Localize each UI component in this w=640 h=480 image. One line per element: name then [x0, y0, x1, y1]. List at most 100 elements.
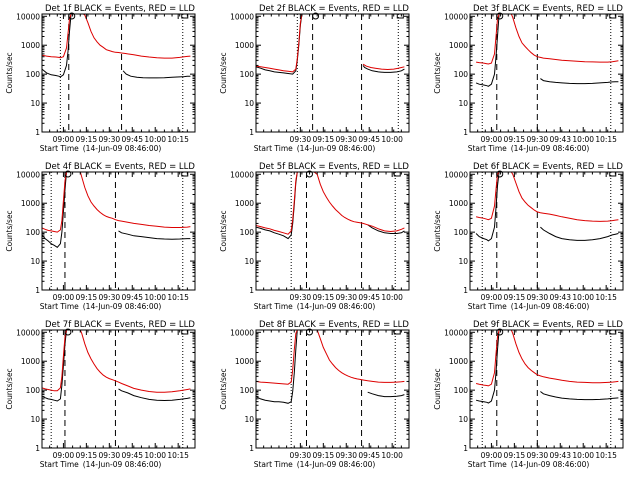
x-axis-label: Start Time (14-Jun-09 08:46:00) — [254, 144, 376, 153]
x-tick-label: 10:00 — [572, 135, 594, 144]
x-tick-label: 09:15 — [76, 135, 98, 144]
y-tick-label: 10 — [458, 99, 468, 108]
y-axis-label: Counts/sec — [433, 368, 442, 409]
x-tick-label: 09:00 — [481, 135, 503, 144]
y-tick-label: 100 — [26, 386, 41, 395]
y-tick-label: 10000 — [444, 12, 468, 21]
y-axis-label: Counts/sec — [5, 210, 14, 251]
x-tick-label: 09:15 — [504, 135, 526, 144]
x-label-prefix: Start Time — [468, 460, 507, 469]
panel-title: Det 3f BLACK = Events, RED = LLD — [473, 4, 623, 14]
y-tick-label: 10 — [244, 99, 254, 108]
peak-marker — [305, 328, 313, 336]
y-tick-label: 100 — [26, 228, 41, 237]
peak-marker — [496, 170, 504, 178]
x-axis-label: Start Time (14-Jun-09 08:46:00) — [40, 302, 162, 311]
x-tick-label: 09:00 — [53, 293, 75, 302]
panel-title: Det 7f BLACK = Events, RED = LLD — [45, 320, 195, 330]
x-tick-label: 10:15 — [595, 293, 617, 302]
x-tick-label: 09:30 — [335, 293, 357, 302]
x-label-prefix: Start Time — [254, 302, 293, 311]
x-label-prefix: Start Time — [468, 302, 507, 311]
y-tick-label: 1 — [35, 444, 40, 453]
y-tick-label: 10000 — [16, 12, 40, 21]
series-line-events — [256, 14, 405, 75]
x-label-start-time: (14-Jun-09 08:46:00) — [83, 460, 162, 469]
x-tick-label: 10:15 — [595, 135, 617, 144]
x-tick-label: 09:15 — [504, 293, 526, 302]
panel-title: Det 2f BLACK = Events, RED = LLD — [259, 4, 409, 14]
x-tick-label: 09:30 — [99, 293, 121, 302]
x-axis-label: Start Time (14-Jun-09 08:46:00) — [468, 460, 590, 469]
series-line-events — [256, 330, 405, 404]
peak-marker — [312, 12, 320, 20]
x-label-start-time: (14-Jun-09 08:46:00) — [83, 302, 162, 311]
plot-frame — [469, 329, 624, 449]
series-line-lld — [256, 14, 405, 73]
y-tick-label: 10000 — [444, 170, 468, 179]
x-tick-label: 09:45 — [121, 293, 143, 302]
x-tick-label: 09:30 — [99, 451, 121, 460]
x-tick-label: 10:00 — [144, 293, 166, 302]
x-tick-label: 09:45 — [358, 293, 380, 302]
x-tick-label: 09:15 — [76, 293, 98, 302]
series-line-events — [42, 172, 191, 248]
y-tick-label: 1000 — [235, 357, 254, 366]
x-tick-label: 09:45 — [121, 135, 143, 144]
y-tick-label: 100 — [454, 386, 469, 395]
series-line-events — [475, 330, 619, 404]
y-tick-label: 1000 — [449, 357, 468, 366]
x-label-start-time: (14-Jun-09 08:46:00) — [511, 302, 590, 311]
peak-marker — [496, 328, 504, 336]
y-axis-label: Counts/sec — [5, 52, 14, 93]
panel-det-9: Det 9f BLACK = Events, RED = LLD 1 10 100 10… — [433, 320, 624, 469]
panel-det-7: Det 7f BLACK = Events, RED = LLD 1 10 100 10… — [5, 320, 196, 469]
x-label-start-time: (14-Jun-09 08:46:00) — [297, 144, 376, 153]
series-line-lld — [475, 330, 619, 387]
panel-title: Det 5f BLACK = Events, RED = LLD — [259, 162, 409, 172]
plot-frame — [255, 329, 410, 449]
x-tick-label: 10:00 — [144, 135, 166, 144]
x-tick-label: 09:15 — [313, 451, 335, 460]
panel-det-5: Det 5f BLACK = Events, RED = LLD 1 10 100 10… — [219, 162, 410, 311]
x-tick-label: 09:30 — [335, 135, 357, 144]
x-label-prefix: Start Time — [40, 144, 79, 153]
y-tick-label: 10 — [458, 415, 468, 424]
x-tick-label: 09:30 — [290, 135, 312, 144]
x-axis-label: Start Time (14-Jun-09 08:46:00) — [40, 144, 162, 153]
x-tick-label: 10:15 — [595, 451, 617, 460]
y-tick-label: 100 — [240, 70, 255, 79]
x-tick-label: 10:15 — [167, 135, 189, 144]
y-tick-label: 1000 — [21, 41, 40, 50]
y-axis-label: Counts/sec — [5, 368, 14, 409]
x-axis-label: Start Time (14-Jun-09 08:46:00) — [468, 302, 590, 311]
y-tick-label: 1 — [249, 286, 254, 295]
y-tick-label: 10 — [30, 415, 40, 424]
x-tick-label: 09:15 — [313, 293, 335, 302]
y-tick-label: 1 — [249, 444, 254, 453]
x-tick-label: 10:00 — [381, 451, 403, 460]
x-tick-label: 10:00 — [144, 451, 166, 460]
x-tick-label: 10:00 — [381, 293, 403, 302]
series-line-lld — [42, 14, 191, 59]
x-tick-label: 10:00 — [381, 135, 403, 144]
x-tick-label: 09:43 — [549, 135, 571, 144]
y-axis-label: Counts/sec — [433, 52, 442, 93]
x-tick-label: 09:30 — [527, 135, 549, 144]
x-label-prefix: Start Time — [40, 302, 79, 311]
x-label-start-time: (14-Jun-09 08:46:00) — [297, 302, 376, 311]
x-tick-label: 09:45 — [358, 135, 380, 144]
x-axis-label: Start Time (14-Jun-09 08:46:00) — [40, 460, 162, 469]
y-tick-label: 1000 — [21, 357, 40, 366]
x-tick-label: 09:15 — [504, 451, 526, 460]
x-tick-label: 10:15 — [167, 451, 189, 460]
x-label-start-time: (14-Jun-09 08:46:00) — [83, 144, 162, 153]
peak-marker — [68, 12, 76, 20]
panel-title: Det 8f BLACK = Events, RED = LLD — [259, 320, 409, 330]
x-tick-label: 09:15 — [313, 135, 335, 144]
y-tick-label: 100 — [454, 228, 469, 237]
y-tick-label: 10 — [458, 257, 468, 266]
y-tick-label: 1 — [463, 444, 468, 453]
x-label-prefix: Start Time — [254, 144, 293, 153]
